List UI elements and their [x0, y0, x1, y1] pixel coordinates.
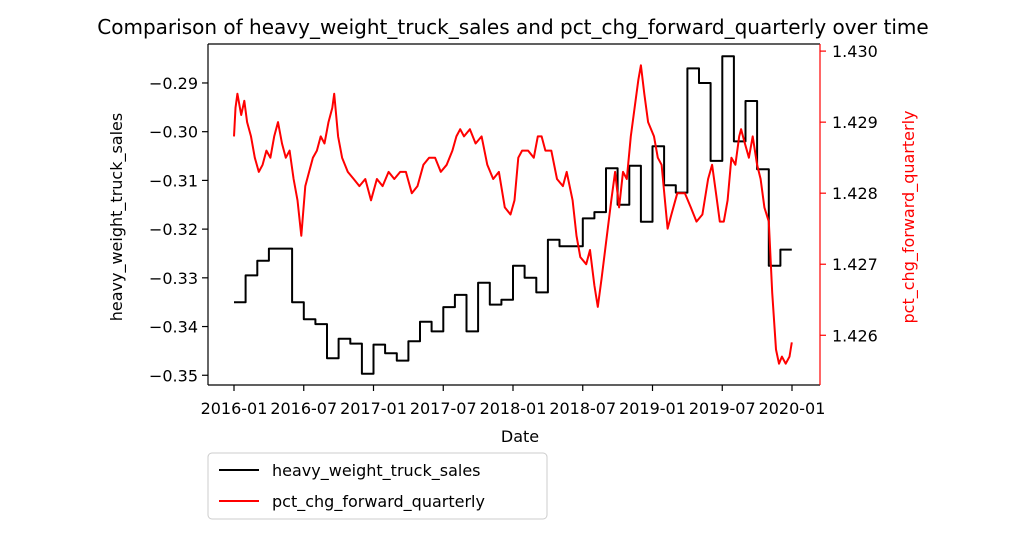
- series-line-pct-chg-forward-quarterly: [233, 64, 793, 365]
- y-axis-left-label: heavy_weight_truck_sales: [107, 113, 127, 322]
- x-tick-label-0: 2016-01: [201, 399, 268, 418]
- chart-title: Comparison of heavy_weight_truck_sales a…: [97, 15, 928, 39]
- legend-label-heavy-weight-truck-sales: heavy_weight_truck_sales: [272, 461, 481, 481]
- y-right-tick-label-4: 1.430: [832, 42, 878, 61]
- y-left-tick-label-2: −0.33: [149, 269, 198, 288]
- x-tick-label-1: 2016-07: [270, 399, 337, 418]
- y-left-tick-label-1: −0.34: [149, 318, 198, 337]
- y-left-tick-label-3: −0.32: [149, 220, 198, 239]
- y-left-tick-label-4: −0.31: [149, 171, 198, 190]
- x-tick-label-5: 2018-07: [549, 399, 616, 418]
- x-axis-label: Date: [501, 427, 539, 446]
- x-tick-label-2: 2017-01: [340, 399, 407, 418]
- y-right-tick-label-2: 1.428: [832, 184, 878, 203]
- y-left-tick-label-6: −0.29: [149, 74, 198, 93]
- y-right-tick-label-1: 1.427: [832, 255, 878, 274]
- y-right-tick-label-0: 1.426: [832, 326, 878, 345]
- x-tick-label-7: 2019-07: [689, 399, 756, 418]
- x-tick-label-6: 2019-01: [619, 399, 686, 418]
- x-tick-label-3: 2017-07: [410, 399, 477, 418]
- y-left-tick-label-5: −0.30: [149, 123, 198, 142]
- legend-frame: [207, 452, 548, 520]
- y-left-tick-label-0: −0.35: [149, 366, 198, 385]
- series-line-heavy-weight-truck-sales: [234, 55, 792, 375]
- legend: heavy_weight_truck_sales pct_chg_forward…: [207, 452, 548, 520]
- legend-label-pct-chg-forward-quarterly: pct_chg_forward_quarterly: [272, 492, 485, 512]
- y-axis-right-label: pct_chg_forward_quarterly: [899, 111, 919, 324]
- x-tick-label-4: 2018-01: [480, 399, 547, 418]
- x-tick-label-8: 2020-01: [759, 399, 826, 418]
- y-right-tick-label-3: 1.429: [832, 113, 878, 132]
- plot-area: −0.35 −0.34 −0.33 −0.32 −0.31 −0.30 −0.29 1.426…: [149, 42, 878, 418]
